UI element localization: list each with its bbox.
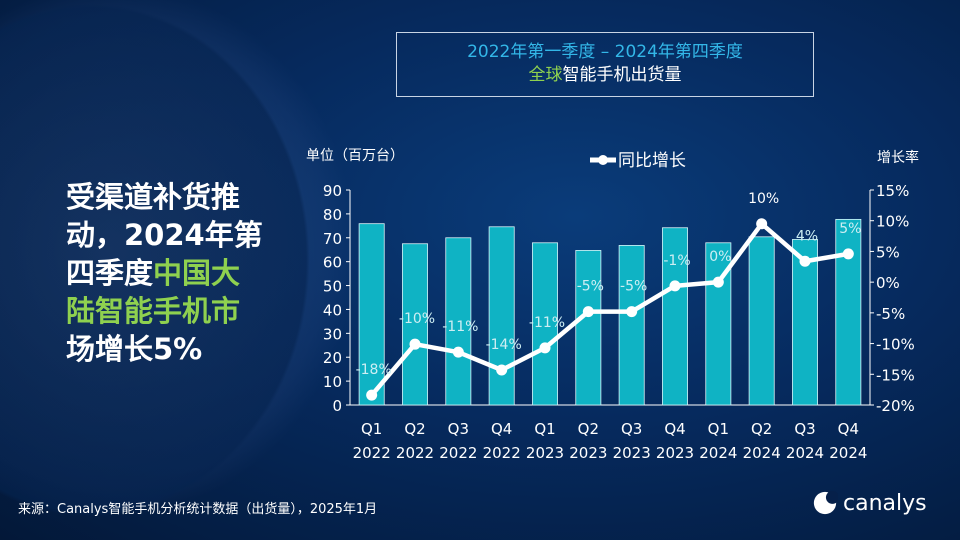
bar	[835, 218, 862, 406]
x-tick-label: Q3	[621, 420, 642, 438]
growth-point	[842, 248, 854, 260]
bar	[358, 223, 385, 406]
headline-white2: 场增长5%	[66, 332, 203, 366]
growth-point	[409, 338, 421, 350]
y2-tick-label: -10%	[876, 336, 915, 354]
x-tick-label: 2022	[483, 444, 521, 462]
growth-point	[669, 280, 681, 292]
bar	[575, 250, 602, 406]
y-tick-label: 10	[323, 373, 342, 391]
source-footer: 来源：Canalys智能手机分析统计数据（出货量），2025年1月	[18, 502, 378, 517]
x-tick-label: Q1	[708, 420, 729, 438]
bar	[445, 237, 472, 406]
growth-label: -14%	[486, 337, 522, 353]
x-tick-label: Q4	[491, 420, 512, 438]
growth-point	[799, 255, 811, 267]
growth-point	[756, 218, 768, 230]
growth-label: -11%	[529, 315, 565, 331]
y-tick-label: 20	[323, 349, 342, 367]
y-tick-label: 90	[323, 182, 342, 200]
title-green: 全球	[528, 65, 563, 85]
x-tick-label: Q4	[838, 420, 859, 438]
x-tick-label: Q1	[361, 420, 382, 438]
x-tick-label: Q2	[751, 420, 772, 438]
logo-text: canalys	[843, 490, 927, 516]
bar	[618, 245, 645, 406]
x-tick-label: 2022	[439, 444, 477, 462]
x-tick-label: Q4	[664, 420, 685, 438]
y2-tick-label: -20%	[876, 397, 915, 415]
x-tick-label: 2023	[656, 444, 694, 462]
title-line1: 2022年第一季度 – 2024年第四季度	[467, 42, 743, 62]
growth-line	[369, 221, 849, 397]
canalys-logo: canalys	[812, 490, 948, 516]
y-tick-label: 70	[323, 230, 342, 248]
y2-tick-label: 15%	[876, 182, 909, 200]
x-tick-label: 2024	[743, 444, 781, 462]
growth-point	[712, 276, 724, 288]
y2-tick-label: 5%	[876, 243, 900, 261]
x-tick-label: Q2	[578, 420, 599, 438]
y-axis-title: 单位（百万台）	[306, 148, 404, 164]
growth-label: -18%	[356, 362, 392, 378]
y-tick-label: 80	[323, 206, 342, 224]
y2-tick-label: -5%	[876, 305, 905, 323]
legend-marker	[598, 155, 608, 165]
growth-label: -1%	[663, 253, 690, 269]
growth-label: 4%	[796, 228, 818, 244]
x-tick-label: Q1	[534, 420, 555, 438]
growth-point	[539, 342, 551, 354]
y-tick-label: 40	[323, 301, 342, 319]
growth-label: -5%	[577, 279, 604, 295]
headline-green: 中国大陆智能手机市	[66, 256, 241, 328]
growth-label: -10%	[399, 311, 435, 327]
y-tick-label: 60	[323, 254, 342, 272]
bar	[402, 243, 428, 406]
legend-label: 同比增长	[618, 151, 686, 171]
growth-label: 10%	[748, 191, 779, 207]
growth-point	[452, 346, 464, 358]
y2-tick-label: 0%	[876, 274, 900, 292]
x-tick-label: 2022	[396, 444, 434, 462]
x-tick-label: 2024	[829, 444, 867, 462]
growth-point	[496, 364, 508, 376]
growth-label: 0%	[709, 249, 731, 265]
y-tick-label: 0	[332, 397, 342, 415]
y2-tick-label: 10%	[876, 213, 909, 231]
y-tick-label: 50	[323, 278, 342, 296]
bar	[532, 242, 558, 406]
x-tick-label: 2023	[569, 444, 607, 462]
headline-white: 受渠道补货推动，2024年第四季度	[66, 180, 263, 290]
growth-label: -11%	[442, 319, 478, 335]
y-tick-label: 30	[323, 325, 342, 343]
growth-point	[582, 306, 594, 318]
canalys-logo-icon	[813, 490, 838, 515]
x-tick-label: Q3	[794, 420, 815, 438]
growth-point	[626, 306, 638, 318]
y2-axis-title: 增长率	[877, 149, 919, 166]
title-white: 智能手机出货量	[562, 65, 682, 85]
growth-point	[366, 389, 378, 401]
x-tick-label: 2022	[353, 444, 391, 462]
x-tick-label: Q2	[404, 420, 425, 438]
x-tick-label: 2024	[699, 444, 737, 462]
x-tick-label: 2024	[786, 444, 824, 462]
bar	[488, 226, 515, 406]
headline: 受渠道补货推动，2024年第四季度中国大陆智能手机市场增长5%	[66, 178, 266, 368]
title-box: 2022年第一季度 – 2024年第四季度 全球智能手机出货量	[396, 32, 814, 97]
y2-tick-label: -15%	[876, 366, 915, 384]
bar	[748, 236, 775, 406]
x-tick-label: 2023	[526, 444, 564, 462]
bar	[792, 239, 818, 406]
bar	[662, 227, 688, 406]
growth-label: -5%	[620, 279, 647, 295]
growth-label: 5%	[839, 221, 861, 237]
x-tick-label: 2023	[613, 444, 651, 462]
x-tick-label: Q3	[448, 420, 469, 438]
